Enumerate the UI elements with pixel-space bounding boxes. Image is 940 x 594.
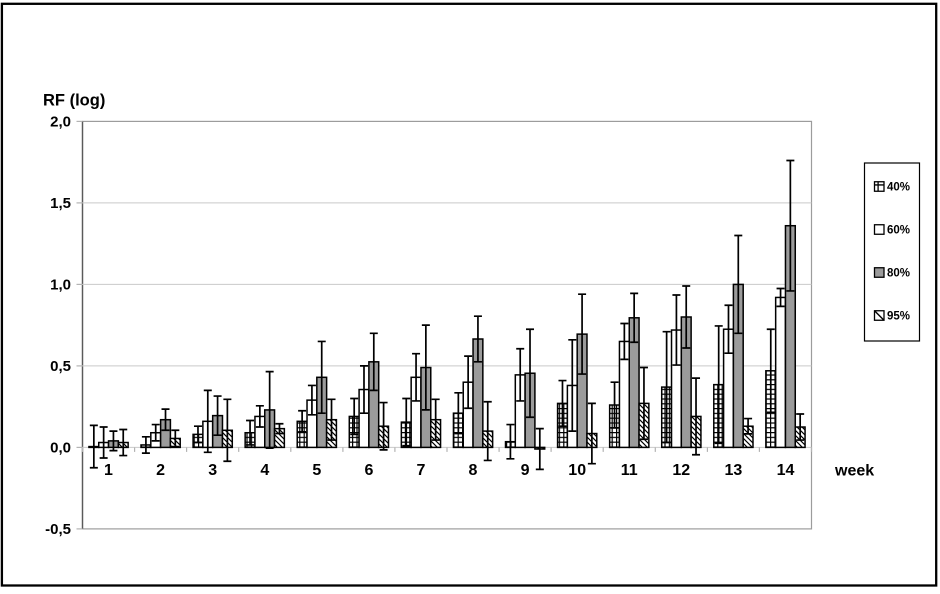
svg-text:80%: 80% [887,268,910,280]
svg-text:12: 12 [672,462,690,479]
svg-text:0,0: 0,0 [50,439,71,456]
svg-text:14: 14 [777,462,795,479]
svg-text:1,5: 1,5 [50,195,71,212]
svg-text:10: 10 [568,462,586,479]
svg-text:8: 8 [469,462,478,479]
svg-text:4: 4 [260,462,269,479]
svg-text:2,0: 2,0 [50,113,71,130]
svg-text:week: week [834,463,874,480]
svg-text:0,5: 0,5 [50,358,71,375]
svg-text:11: 11 [621,462,638,479]
svg-text:7: 7 [417,462,426,479]
svg-text:60%: 60% [887,225,910,237]
svg-text:6: 6 [364,462,373,479]
svg-text:3: 3 [208,462,217,479]
svg-text:13: 13 [725,462,743,479]
svg-text:40%: 40% [887,182,910,194]
svg-text:1: 1 [104,462,113,479]
svg-text:2: 2 [156,462,165,479]
svg-text:-0,5: -0,5 [45,521,71,538]
svg-text:95%: 95% [887,311,910,323]
svg-text:9: 9 [521,462,530,479]
svg-text:RF (log): RF (log) [43,92,105,110]
svg-text:5: 5 [312,462,321,479]
svg-text:1,0: 1,0 [50,276,71,293]
